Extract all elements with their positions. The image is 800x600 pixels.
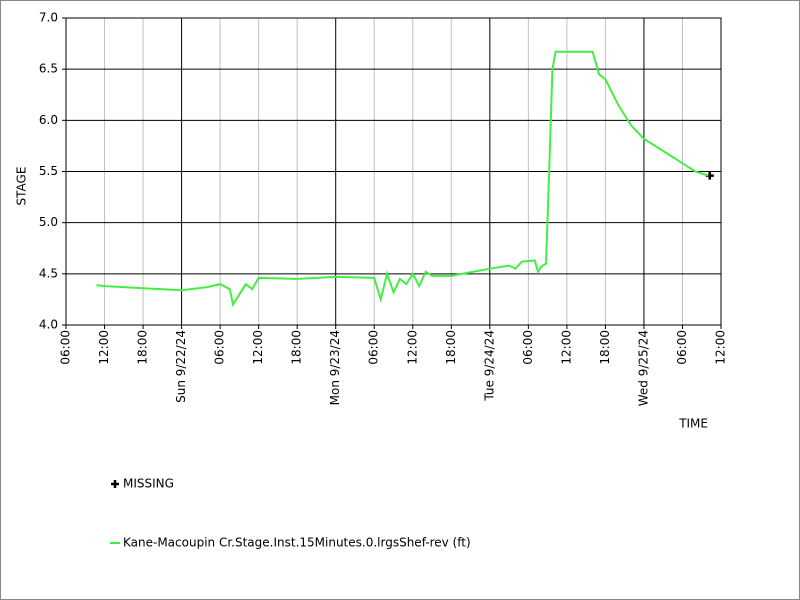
- y-tick-label: 6.5: [39, 62, 58, 76]
- x-tick-label: 06:00: [59, 330, 73, 365]
- x-tick-label: 18:00: [598, 330, 612, 365]
- legend-label: MISSING: [123, 477, 174, 491]
- y-tick-label: 4.0: [39, 318, 58, 332]
- x-tick-label: 12:00: [405, 330, 419, 365]
- x-tick-label: Sun 9/22/24: [174, 330, 188, 403]
- legend-label: Kane-Macoupin Cr.Stage.Inst.15Minutes.0.…: [123, 536, 471, 550]
- x-tick-label: 12:00: [559, 330, 573, 365]
- x-tick-label: 06:00: [675, 330, 689, 365]
- plot-border: [65, 17, 722, 326]
- y-tick-label: 5.0: [39, 215, 58, 229]
- x-tick-label: 18:00: [444, 330, 458, 365]
- y-axis-label: STAGE: [15, 167, 29, 206]
- x-tick-label: Mon 9/23/24: [328, 330, 342, 405]
- x-tick-label: 12:00: [251, 330, 265, 365]
- y-tick-label: 4.5: [39, 266, 58, 280]
- x-tick-label: 06:00: [521, 330, 535, 365]
- x-tick-label: 18:00: [290, 330, 304, 365]
- y-tick-label: 5.5: [39, 164, 58, 178]
- line: [96, 50, 709, 308]
- x-tick-label: 18:00: [136, 330, 150, 365]
- legend-swatch: [111, 480, 119, 488]
- x-axis-label: TIME: [678, 417, 708, 431]
- x-tick-label: Tue 9/24/24: [482, 330, 496, 402]
- y-tick-label: 6.0: [39, 113, 58, 127]
- x-tick-label: 12:00: [97, 330, 111, 365]
- x-tick-label: 06:00: [367, 330, 381, 365]
- y-tick-label: 7.0: [39, 11, 58, 25]
- x-tick-label: Wed 9/25/24: [636, 330, 650, 406]
- x-tick-label: 12:00: [714, 330, 728, 365]
- x-tick-label: 06:00: [213, 330, 227, 365]
